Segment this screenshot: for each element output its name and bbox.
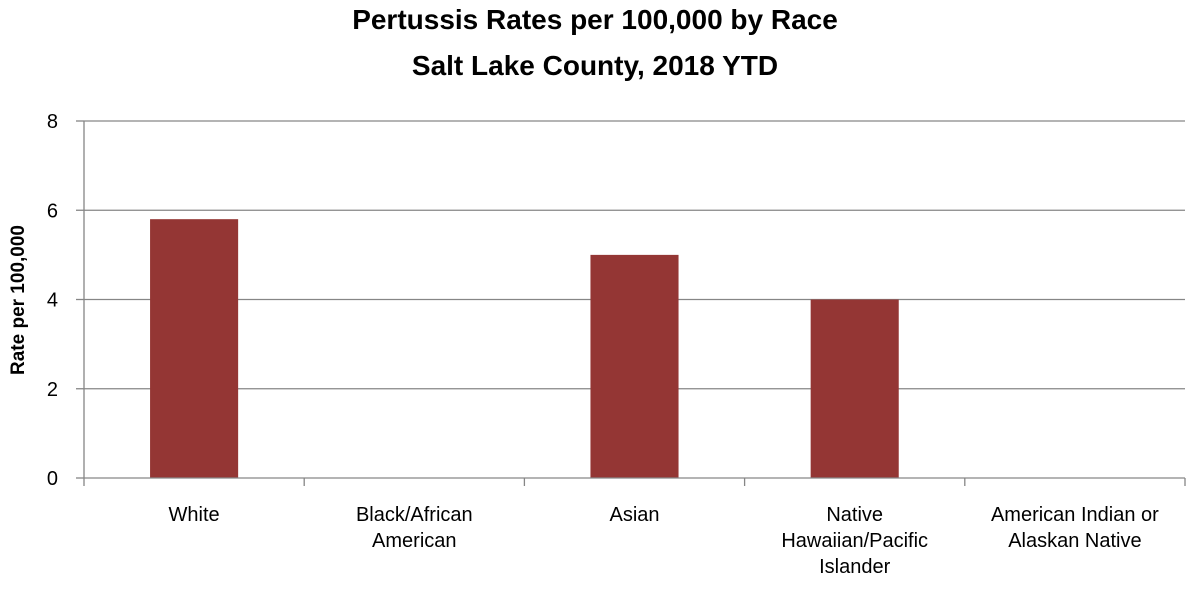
bars: [150, 219, 899, 479]
x-category-label: Asian: [609, 504, 659, 526]
y-tick-labels: 0 2 4 6 8: [47, 111, 58, 490]
x-category-labels: White Black/African American Asian Native Haw…: [169, 504, 1160, 578]
y-tick-label: 6: [47, 200, 58, 222]
x-category-label: American Indian or Alaskan Native: [991, 504, 1159, 552]
y-tick-label: 0: [47, 468, 58, 490]
x-category-label: White: [169, 504, 220, 526]
x-category-label: Native Hawaiian/Pacific Islander: [781, 504, 928, 578]
bar: [590, 254, 679, 478]
bar: [810, 299, 899, 478]
gridlines: [76, 120, 1185, 479]
y-tick-label: 2: [47, 379, 58, 401]
y-axis-title: Rate per 100,000: [8, 225, 29, 375]
chart-title-line-1: Pertussis Rates per 100,000 by Race: [352, 4, 838, 35]
bar: [150, 219, 239, 479]
y-tick-label: 8: [47, 111, 58, 133]
chart-title-line-2: Salt Lake County, 2018 YTD: [411, 50, 779, 81]
axes: [83, 121, 1186, 486]
x-category-label: Black/African American: [356, 504, 473, 552]
y-tick-label: 4: [47, 290, 58, 312]
